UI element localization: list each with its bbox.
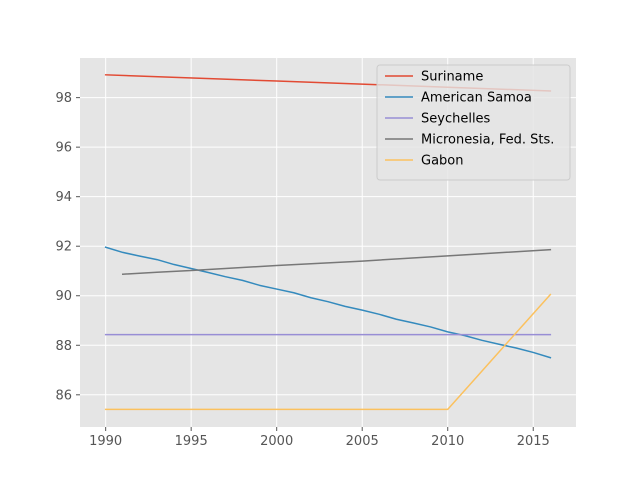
y-tick-label: 94 [55,190,72,205]
y-tick-label: 92 [55,240,72,255]
axis-ticks: 1990 1995 2000 2005 2010 2015 86 88 90 92 94 96 98 [55,91,549,449]
x-tick-label: 1995 [175,434,208,449]
legend: Suriname American Samoa Seychelles Micrones… [376,64,571,181]
y-tick-label: 88 [55,339,72,354]
legend-label-gabon: Gabon [421,154,464,169]
grid [80,58,576,427]
x-tick-label: 2010 [431,434,464,449]
legend-label-suriname: Suriname [421,70,483,85]
y-tick-label: 90 [55,289,72,304]
x-tick-label: 2015 [517,434,550,449]
series-line-american-samoa [104,246,552,359]
legend-label-american-samoa: American Samoa [421,91,532,106]
y-tick-label: 96 [55,141,72,156]
legend-label-seychelles: Seychelles [421,112,491,127]
series-line-gabon [104,293,552,411]
x-tick-label: 2000 [260,434,293,449]
legend-label-micronesia-fed-sts: Micronesia, Fed. Sts. [421,133,554,148]
x-tick-label: 1990 [89,434,122,449]
y-tick-label: 86 [55,388,72,403]
series-line-micronesia-fed-sts [121,248,552,275]
y-tick-label: 98 [55,91,72,106]
x-tick-label: 2005 [346,434,379,449]
legend-box [376,64,571,181]
